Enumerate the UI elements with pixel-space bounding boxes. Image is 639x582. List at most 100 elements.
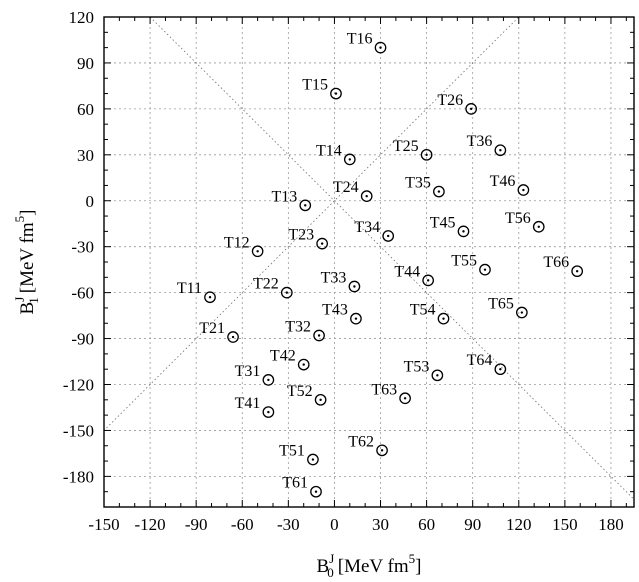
data-point: T63	[371, 381, 411, 405]
y-tick-label: -60	[71, 284, 94, 303]
grid-lines	[104, 17, 634, 507]
data-point: T11	[177, 280, 216, 304]
data-point: T41	[235, 395, 275, 418]
data-point: T14	[316, 142, 356, 166]
y-tick-label: 90	[77, 54, 94, 73]
point-marker-dot	[387, 234, 390, 238]
point-label: T35	[405, 175, 431, 192]
x-tick-label: -30	[277, 515, 300, 534]
point-marker-dot	[334, 92, 338, 95]
point-marker-dot	[462, 230, 465, 233]
point-marker	[420, 148, 433, 161]
y-tick-label: 30	[77, 146, 94, 165]
data-point: T66	[543, 254, 584, 278]
point-label: T45	[430, 214, 456, 231]
point-label: T23	[288, 227, 314, 244]
point-marker-dot	[365, 194, 368, 198]
point-marker-dot	[436, 374, 439, 377]
data-point: T65	[488, 296, 528, 319]
point-marker-dot	[304, 204, 307, 207]
y-tick-label: 120	[69, 8, 95, 27]
point-marker-dot	[231, 335, 235, 339]
point-marker-dot	[319, 398, 322, 402]
point-marker-dot	[403, 397, 407, 400]
y-tick-label: -150	[63, 421, 94, 440]
data-point: T42	[270, 348, 310, 371]
point-label: T42	[270, 348, 296, 365]
point-marker	[479, 263, 491, 276]
point-marker	[517, 184, 530, 196]
point-marker-dot	[426, 279, 430, 282]
point-marker	[307, 453, 319, 466]
point-marker	[376, 444, 388, 457]
data-point: T45	[430, 214, 470, 238]
point-marker	[382, 230, 395, 242]
point-marker-dot	[353, 285, 356, 288]
point-marker	[571, 265, 584, 278]
x-tick-label: -90	[185, 515, 208, 534]
point-label: T66	[543, 254, 569, 271]
point-marker	[465, 103, 478, 115]
data-point: T36	[467, 133, 507, 157]
point-marker	[374, 41, 387, 54]
data-point: T13	[271, 188, 312, 212]
diagonal-line-y-equals-x	[104, 17, 520, 432]
data-point: T54	[410, 302, 450, 325]
x-tick-label: 180	[598, 515, 624, 534]
point-marker	[348, 280, 361, 293]
point-label: T14	[316, 142, 342, 159]
data-point: T64	[467, 352, 507, 376]
y-tick-label: 60	[77, 100, 94, 119]
point-marker-dot	[425, 153, 428, 157]
point-marker-dot	[499, 367, 502, 371]
point-marker-dot	[520, 311, 524, 314]
point-marker-dot	[317, 334, 321, 337]
y-tick-label: 0	[86, 192, 95, 211]
point-label: T53	[404, 358, 430, 375]
point-label: T56	[505, 210, 531, 227]
data-point: T35	[405, 175, 445, 198]
y-axis-label: BJ1[MeV fm5]	[12, 210, 41, 315]
y-tick-label: -120	[63, 376, 94, 395]
y-tick-label: -90	[71, 330, 94, 349]
point-marker	[262, 374, 275, 386]
point-label: T54	[410, 302, 436, 319]
data-point: T51	[279, 443, 319, 466]
point-label: T13	[271, 188, 297, 205]
point-marker	[297, 358, 310, 371]
point-label: T36	[467, 133, 493, 150]
x-tick-label: -60	[231, 515, 254, 534]
point-marker-dot	[575, 269, 579, 273]
point-marker-dot	[311, 458, 315, 461]
point-label: T33	[321, 270, 347, 287]
point-label: T64	[467, 352, 493, 369]
point-label: T44	[394, 263, 420, 280]
point-marker	[262, 406, 275, 418]
point-marker	[360, 190, 373, 203]
point-marker-dot	[285, 291, 289, 294]
data-point: T53	[404, 358, 444, 382]
point-marker	[516, 306, 528, 319]
point-marker-dot	[302, 363, 305, 366]
point-label: T24	[333, 179, 359, 196]
point-label: T43	[322, 302, 348, 319]
point-marker-dot	[379, 46, 382, 49]
point-marker-dot	[483, 268, 487, 271]
point-marker-dot	[314, 490, 318, 493]
data-point: T55	[451, 253, 491, 276]
x-tick-label: 60	[418, 515, 435, 534]
data-points: T11 T12 T13 T14 T15 T16 T21 T22 T23 T24 T25 T26 T31 T…	[177, 31, 584, 498]
data-point: T12	[224, 234, 264, 258]
point-marker	[313, 329, 325, 342]
point-marker-dot	[348, 158, 351, 161]
point-marker	[532, 220, 545, 233]
point-marker-dot	[267, 410, 270, 414]
data-point: T15	[302, 77, 342, 100]
point-marker-dot	[208, 296, 212, 299]
data-point: T32	[285, 319, 325, 342]
data-point: T52	[287, 383, 327, 406]
data-point: T61	[282, 475, 322, 498]
x-tick-label: -120	[135, 515, 166, 534]
point-label: T63	[371, 381, 397, 398]
point-label: T31	[235, 363, 261, 380]
